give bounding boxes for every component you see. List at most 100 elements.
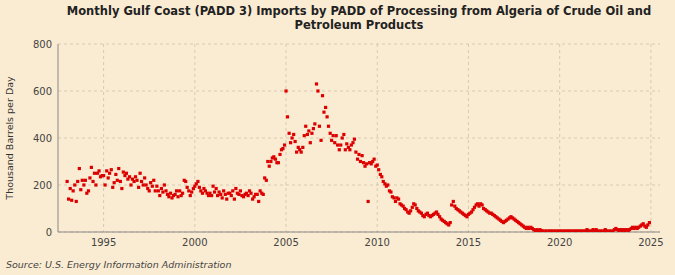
point <box>120 187 123 190</box>
point <box>304 125 307 128</box>
point <box>386 183 389 186</box>
point <box>111 186 114 189</box>
point <box>316 89 319 92</box>
point <box>246 194 249 197</box>
point <box>196 180 199 183</box>
point <box>67 198 70 201</box>
point <box>134 175 137 178</box>
point <box>648 221 651 224</box>
point <box>376 163 379 166</box>
point <box>354 151 357 154</box>
point <box>122 170 125 173</box>
grid-line-x <box>103 44 104 232</box>
point <box>90 166 93 169</box>
point <box>175 189 178 192</box>
point <box>310 132 313 135</box>
point <box>301 146 304 149</box>
grid-line-x <box>468 44 469 232</box>
point <box>414 203 417 206</box>
point <box>216 194 219 197</box>
point <box>277 161 280 164</box>
point <box>221 196 224 199</box>
point <box>342 133 345 136</box>
point <box>303 134 306 137</box>
point <box>210 194 213 197</box>
grid-line-x <box>650 44 651 232</box>
point <box>256 193 259 196</box>
x-tick-label: 2000 <box>182 237 207 248</box>
y-tick-label: 200 <box>33 180 52 191</box>
point <box>450 203 453 206</box>
title-line: Petroleum Products <box>295 18 424 32</box>
point <box>107 176 110 179</box>
point <box>87 189 90 192</box>
grid-line-y <box>58 91 660 92</box>
point <box>66 180 69 183</box>
grid-line-x <box>377 44 378 232</box>
source: Source: U.S. Energy Information Administ… <box>6 259 231 270</box>
point <box>94 183 97 186</box>
point <box>155 185 158 188</box>
point <box>377 168 380 171</box>
point <box>73 183 76 186</box>
point <box>324 106 327 109</box>
point <box>158 194 161 197</box>
point <box>91 180 94 183</box>
point <box>76 180 79 183</box>
point <box>389 190 392 193</box>
x-tick-label: 2015 <box>456 237 481 248</box>
x-tick-label: 1995 <box>91 237 116 248</box>
point <box>184 180 187 183</box>
point <box>359 160 362 163</box>
point <box>331 134 334 137</box>
point <box>75 200 78 203</box>
point <box>119 180 122 183</box>
point <box>312 127 315 130</box>
point <box>365 162 368 165</box>
point <box>72 189 75 192</box>
point <box>176 195 179 198</box>
point <box>219 193 222 196</box>
point <box>353 138 356 141</box>
grid-line-x <box>286 44 287 232</box>
point <box>313 122 316 125</box>
point <box>114 173 117 176</box>
point <box>233 198 236 201</box>
point <box>151 185 154 188</box>
point <box>190 190 193 193</box>
point <box>137 186 140 189</box>
point <box>125 172 128 175</box>
x-tick-label: 2010 <box>365 237 390 248</box>
point <box>290 136 293 139</box>
point <box>231 189 234 192</box>
point <box>351 141 354 144</box>
point <box>281 147 284 150</box>
point <box>225 198 228 201</box>
y-axis-line <box>58 44 59 232</box>
point <box>81 179 84 182</box>
point <box>289 141 292 144</box>
point <box>198 186 201 189</box>
point <box>149 181 152 184</box>
point <box>357 153 360 156</box>
point <box>211 185 214 188</box>
point <box>213 190 216 193</box>
point <box>110 168 113 171</box>
point <box>237 193 240 196</box>
axes: 0200400600800199520002005201020152020202… <box>33 39 664 249</box>
point <box>102 174 105 177</box>
point <box>78 167 81 170</box>
y-tick-label: 400 <box>33 133 52 144</box>
point <box>230 194 233 197</box>
point <box>321 94 324 97</box>
grid <box>58 44 660 232</box>
point <box>274 158 277 161</box>
grid-line-y <box>58 138 660 139</box>
point <box>148 189 151 192</box>
point <box>284 89 287 92</box>
point <box>294 140 297 143</box>
x-tick-label: 2025 <box>638 237 663 248</box>
point <box>69 187 72 190</box>
point <box>335 134 338 137</box>
point <box>189 194 192 197</box>
